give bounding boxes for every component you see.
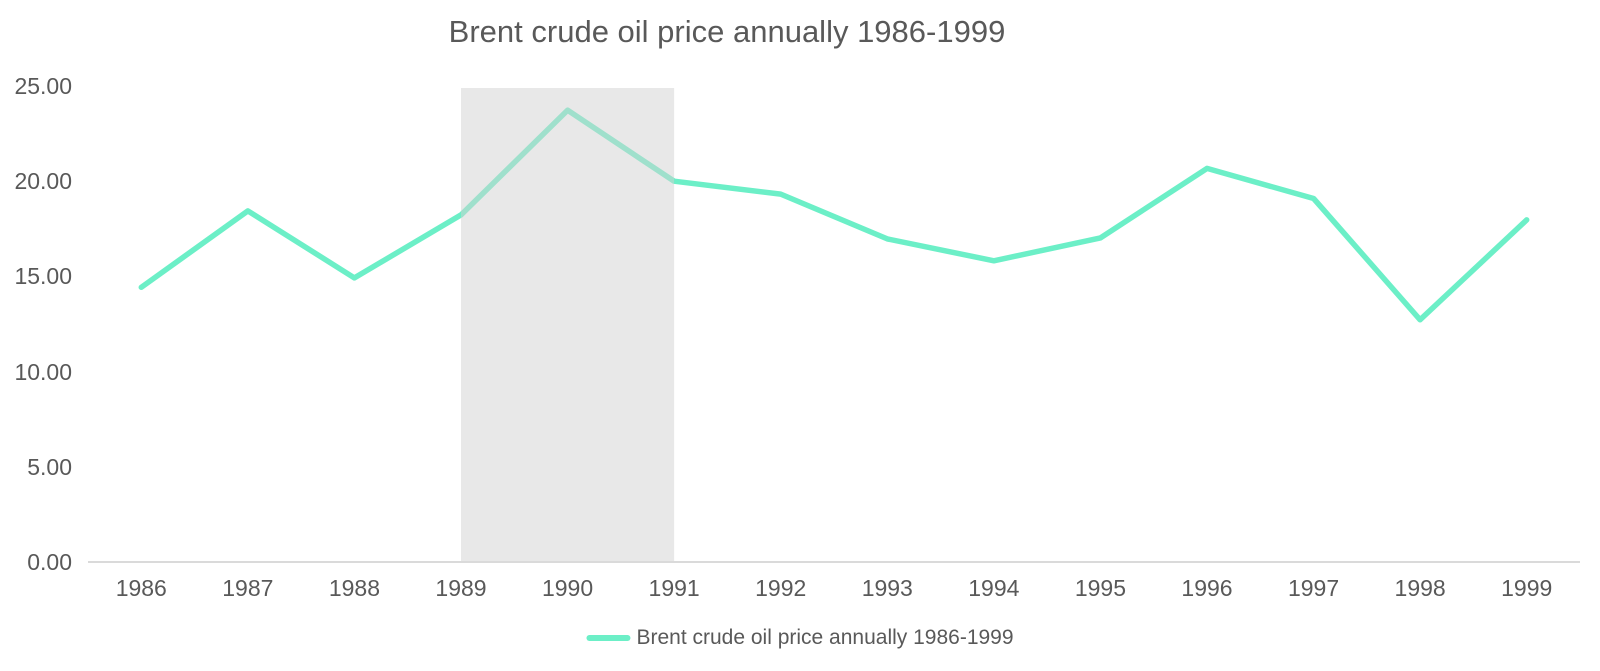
y-axis-tick-label: 10.00 xyxy=(14,358,72,385)
x-axis-tick-label: 1986 xyxy=(115,575,167,601)
price-line-series xyxy=(138,107,1530,323)
x-axis-tick-label: 1999 xyxy=(1501,575,1553,601)
y-axis-tick-label: 5.00 xyxy=(27,453,72,480)
y-axis-tick-label: 25.00 xyxy=(14,73,72,99)
legend-line-swatch xyxy=(586,635,631,641)
x-axis-tick-label: 1990 xyxy=(541,575,594,601)
x-axis-tick-label: 1994 xyxy=(968,575,1020,601)
legend-label: Brent crude oil price annually 1986-1999 xyxy=(636,626,1014,649)
x-axis-tick-label: 1988 xyxy=(328,575,380,601)
x-axis-tick-label: 1989 xyxy=(435,575,487,601)
legend: Brent crude oil price annually 1986-1999 xyxy=(586,626,1014,650)
y-axis-tick-label: 15.00 xyxy=(14,263,72,290)
y-axis-tick-label: 20.00 xyxy=(14,168,72,195)
highlight-band xyxy=(461,88,675,561)
x-axis-tick-label: 1993 xyxy=(861,575,913,601)
x-axis-tick-label: 1992 xyxy=(755,575,807,601)
x-axis-tick-label: 1998 xyxy=(1394,575,1446,601)
chart-title: Brent crude oil price annually 1986-1999 xyxy=(448,14,1006,49)
x-axis-tick-label: 1987 xyxy=(222,575,274,601)
x-axis-tick-label: 1997 xyxy=(1287,575,1340,601)
x-axis-tick-label: 1991 xyxy=(648,575,700,601)
x-axis-tick-label: 1995 xyxy=(1074,575,1126,601)
y-axis-tick-label: 0.00 xyxy=(27,549,72,575)
x-axis-tick-label: 1996 xyxy=(1181,575,1233,601)
